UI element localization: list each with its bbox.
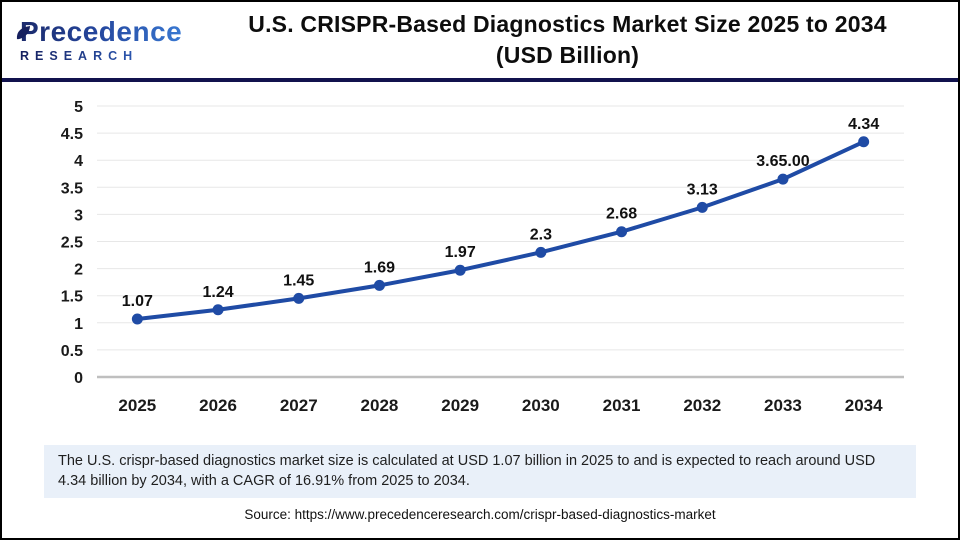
x-tick-label-2026: 2026	[199, 396, 237, 415]
y-tick-label: 0.5	[61, 343, 83, 360]
chart-title-line2: (USD Billion)	[495, 42, 640, 68]
x-tick-label-2027: 2027	[280, 396, 318, 415]
y-tick-label: 1	[74, 316, 83, 333]
y-tick-label: 2	[74, 262, 83, 279]
data-label-2030: 2.3	[530, 226, 552, 243]
x-tick-label-2025: 2025	[118, 396, 156, 415]
data-point-2033	[777, 173, 789, 185]
data-point-2028	[373, 279, 385, 291]
data-label-2033: 3.65.00	[756, 153, 809, 170]
data-label-2026: 1.24	[202, 284, 233, 301]
source-line: Source: https://www.precedenceresearch.c…	[244, 507, 716, 522]
data-point-2030	[535, 246, 547, 258]
x-tick-label-2030: 2030	[522, 396, 560, 415]
line-chart: 0 0.5 1 1.5 2 2.5 3 3.5 4 4.5 5 2025 2026 2027 2028 202…	[61, 99, 904, 415]
precedence-research-logo: Precedence RESEARCH	[2, 17, 187, 63]
data-point-2034	[858, 136, 870, 148]
y-tick-label: 5	[74, 99, 83, 116]
data-label-2029: 1.97	[445, 244, 476, 261]
data-label-2025: 1.07	[122, 293, 153, 310]
data-label-2027: 1.45	[283, 272, 314, 289]
x-tick-label-2033: 2033	[764, 396, 802, 415]
x-tick-label-2032: 2032	[683, 396, 721, 415]
data-label-2032: 3.13	[687, 181, 718, 198]
logo-subtitle: RESEARCH	[20, 49, 187, 63]
data-point-2032	[696, 201, 708, 213]
x-tick-label-2031: 2031	[603, 396, 641, 415]
y-tick-label: 4	[74, 153, 83, 170]
y-tick-label: 4.5	[61, 126, 83, 143]
header: Precedence RESEARCH U.S. CRISPR-Based Di…	[2, 2, 958, 82]
summary-text: The U.S. crispr-based diagnostics market…	[58, 453, 876, 489]
data-label-2031: 2.68	[606, 206, 637, 223]
x-tick-label-2029: 2029	[441, 396, 479, 415]
x-tick-label-2028: 2028	[361, 396, 399, 415]
data-point-2031	[616, 226, 628, 238]
y-tick-label: 0	[74, 370, 83, 387]
chart-area: 0 0.5 1 1.5 2 2.5 3 3.5 4 4.5 5 2025 2026 2027 2028 202…	[2, 82, 958, 438]
data-label-2034: 4.34	[848, 116, 879, 133]
data-point-2027	[293, 292, 305, 304]
summary-box: The U.S. crispr-based diagnostics market…	[44, 445, 916, 498]
data-point-2026	[212, 304, 224, 316]
y-tick-label: 3	[74, 207, 83, 224]
data-point-2029	[454, 264, 466, 276]
y-tick-label: 2.5	[61, 235, 83, 252]
chart-title-line1: U.S. CRISPR-Based Diagnostics Market Siz…	[248, 11, 887, 37]
data-label-2028: 1.69	[364, 259, 395, 276]
y-tick-label: 1.5	[61, 289, 83, 306]
y-tick-label: 3.5	[61, 180, 83, 197]
data-point-2025	[131, 313, 143, 325]
leaf-icon	[16, 25, 31, 40]
series-line	[135, 139, 866, 322]
logo-wordmark: Precedence	[20, 17, 187, 47]
x-tick-label-2034: 2034	[845, 396, 883, 415]
chart-title: U.S. CRISPR-Based Diagnostics Market Siz…	[187, 9, 958, 71]
